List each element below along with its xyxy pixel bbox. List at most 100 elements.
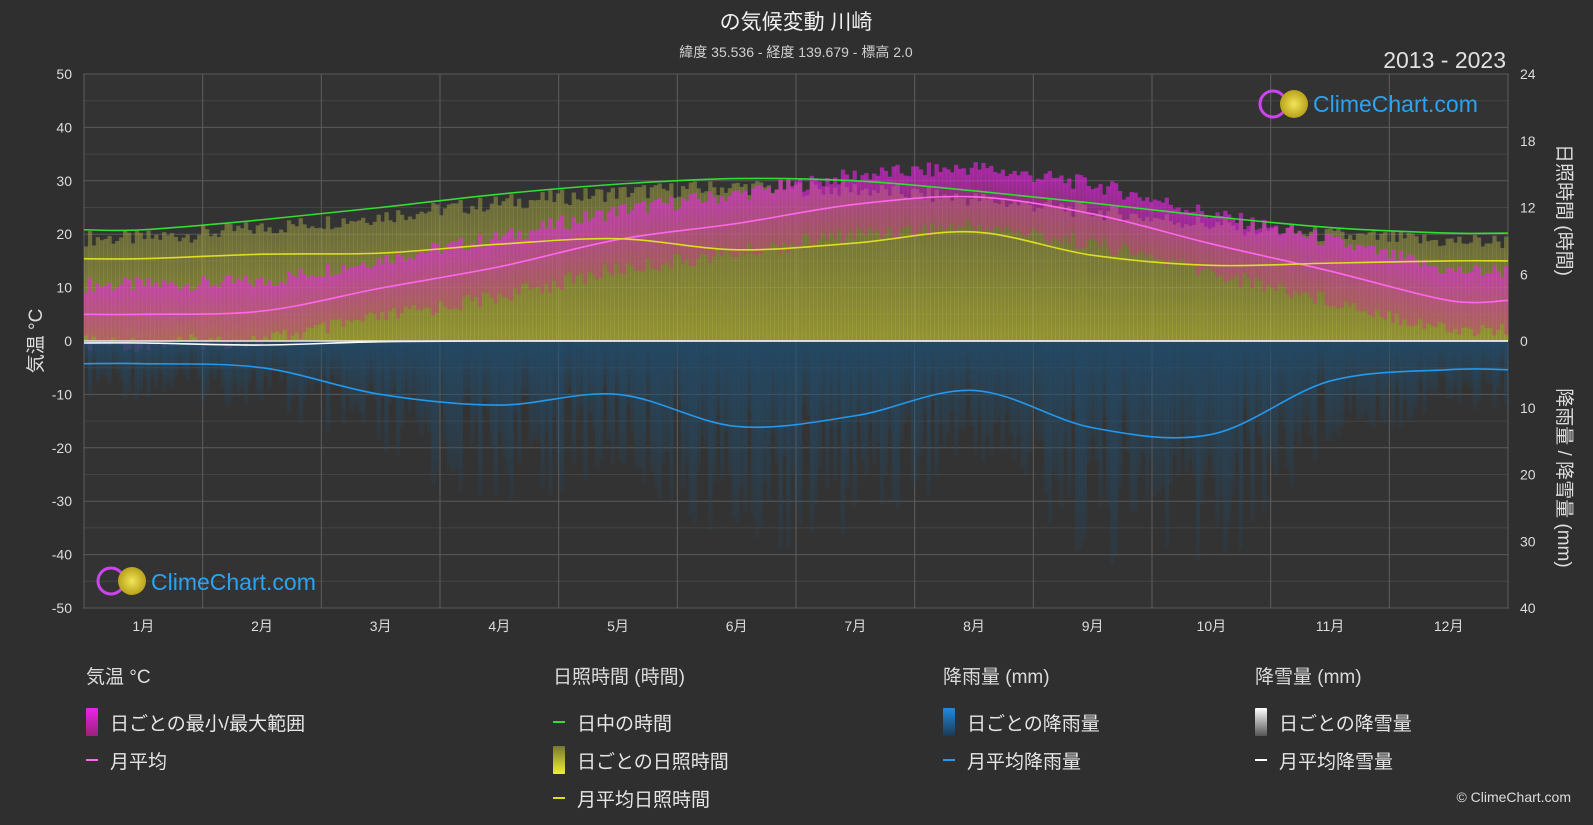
daily-rain-bar	[1043, 341, 1049, 494]
daily-rain-bar	[794, 341, 799, 507]
logo-sun-icon	[118, 567, 146, 595]
daily-rain-bar	[1184, 341, 1189, 473]
x-tick-label: 3月	[370, 618, 392, 634]
daily-rain-bar	[204, 341, 210, 394]
daily-rain-bar	[1422, 341, 1427, 414]
daily-rain-bar	[345, 341, 350, 398]
daily-temperature-range-bar	[926, 162, 931, 238]
daily-rain-bar	[954, 341, 959, 456]
daily-rain-bar	[1418, 341, 1423, 384]
daily-temperature-range-bar	[1379, 249, 1384, 317]
y-left-tick-label: -50	[52, 600, 72, 616]
daily-rain-bar	[903, 341, 908, 425]
daily-sunshine-bar	[836, 195, 842, 341]
daily-temperature-range-bar	[1465, 273, 1470, 328]
daily-rain-bar	[1476, 341, 1482, 403]
daily-sunshine-bar	[926, 186, 931, 341]
daily-rain-bar	[895, 341, 900, 510]
daily-rain-bar	[1223, 341, 1228, 554]
axis-ticks: 50 40 30 20 10 0 -10 -20 -30 -40 -50 24 18 12 6 0 10 20 30…	[52, 66, 1536, 634]
daily-rain-bar	[95, 341, 101, 382]
daily-temperature-range-bar	[1047, 170, 1052, 244]
daily-rain-bar	[193, 341, 198, 368]
daily-sunshine-bar	[973, 193, 978, 341]
daily-rain-bar	[99, 341, 104, 375]
daily-temperature-range-bar	[645, 213, 651, 259]
legend-item: 月平均降雪量	[1255, 741, 1412, 779]
daily-rain-bar	[1032, 341, 1037, 409]
daily-rain-bar	[411, 341, 417, 396]
daily-rain-bar	[602, 341, 608, 387]
daily-rain-bar	[645, 341, 651, 399]
legend-label: 日ごとの日照時間	[577, 751, 729, 773]
daily-rain-bar	[474, 341, 479, 420]
daily-sunshine-bar	[677, 196, 682, 341]
daily-rain-bar	[232, 341, 237, 384]
daily-temperature-range-bar	[903, 175, 908, 227]
daily-rain-bar	[922, 341, 928, 414]
daily-temperature-range-bar	[1039, 179, 1045, 234]
daily-rain-bar	[1086, 341, 1091, 464]
daily-rain-bar	[181, 341, 186, 375]
daily-rain-bar	[774, 341, 779, 465]
daily-rain-bar	[1234, 341, 1240, 454]
daily-temperature-range-bar	[236, 278, 241, 346]
daily-rain-bar	[727, 341, 733, 476]
y-right-bottom-axis-label: 降雨量 / 降雪量 (mm)	[1553, 388, 1575, 567]
daily-rain-bar	[1133, 341, 1138, 514]
legend-swatch	[86, 708, 98, 736]
daily-rain-bar	[1504, 341, 1509, 405]
legend-heading: 降雨量 (mm)	[943, 667, 1050, 688]
daily-rain-bar	[423, 341, 428, 424]
daily-rain-bar	[376, 341, 381, 440]
daily-rain-bar	[150, 341, 155, 378]
daily-rain-bar	[489, 341, 495, 449]
daily-rain-bar	[341, 341, 346, 425]
daylight-hours-line	[83, 177, 1509, 235]
daily-rain-bar	[723, 341, 729, 433]
daily-sunshine-bar	[1063, 211, 1068, 341]
x-tick-label: 7月	[844, 618, 866, 634]
daily-rain-bar	[1480, 341, 1485, 375]
daily-temperature-range-bar	[1016, 175, 1021, 231]
daily-temperature-range-bar	[989, 165, 994, 233]
daily-sunshine-bar	[825, 186, 830, 341]
daily-temperature-range-bar	[306, 277, 311, 328]
daily-rain-bar	[606, 341, 612, 441]
daily-rain-bar	[563, 341, 569, 399]
y-left-tick-label: 0	[64, 333, 72, 349]
daily-rain-bar	[965, 341, 971, 389]
daily-temperature-range-bar	[1410, 255, 1415, 327]
daily-rain-bar	[1320, 341, 1326, 388]
daily-sunshine-bar	[829, 193, 834, 341]
daily-sunshine-bar	[739, 186, 744, 341]
y-left-tick-label: 20	[56, 226, 72, 242]
daily-rain-bar	[126, 341, 132, 393]
daily-rain-bar	[692, 341, 697, 526]
daily-rain-bar	[1168, 341, 1173, 485]
daily-rain-bar	[665, 341, 670, 452]
x-tick-label: 2月	[251, 618, 273, 634]
daily-rain-bar	[856, 341, 861, 422]
daily-temperature-range-bar	[591, 217, 596, 274]
daily-temperature-range-bar	[829, 184, 834, 233]
daily-rain-bar	[758, 341, 764, 528]
daily-rain-bar	[1336, 341, 1341, 439]
daily-rain-bar	[1371, 341, 1376, 428]
copyright-notice: © ClimeChart.com	[1456, 789, 1571, 805]
daily-sunshine-bar	[1016, 205, 1021, 341]
daily-sunshine-bar	[755, 181, 760, 341]
daily-temperature-range-bar	[801, 191, 807, 235]
daily-temperature-range-bar	[637, 203, 643, 271]
legend-label: 日中の時間	[577, 713, 673, 735]
daily-rain-bar	[119, 341, 124, 382]
daily-sunshine-bar	[981, 194, 986, 341]
daily-temperature-range-bar	[657, 197, 662, 271]
daily-rain-bar	[228, 341, 233, 404]
daily-rain-bar	[216, 341, 221, 371]
daily-sunshine-bar	[805, 195, 811, 341]
daily-sunshine-bar	[895, 184, 900, 341]
daily-rain-bar	[400, 341, 405, 428]
legend-heading: 気温 °C	[86, 667, 151, 688]
daily-temperature-range-bar	[825, 178, 830, 241]
